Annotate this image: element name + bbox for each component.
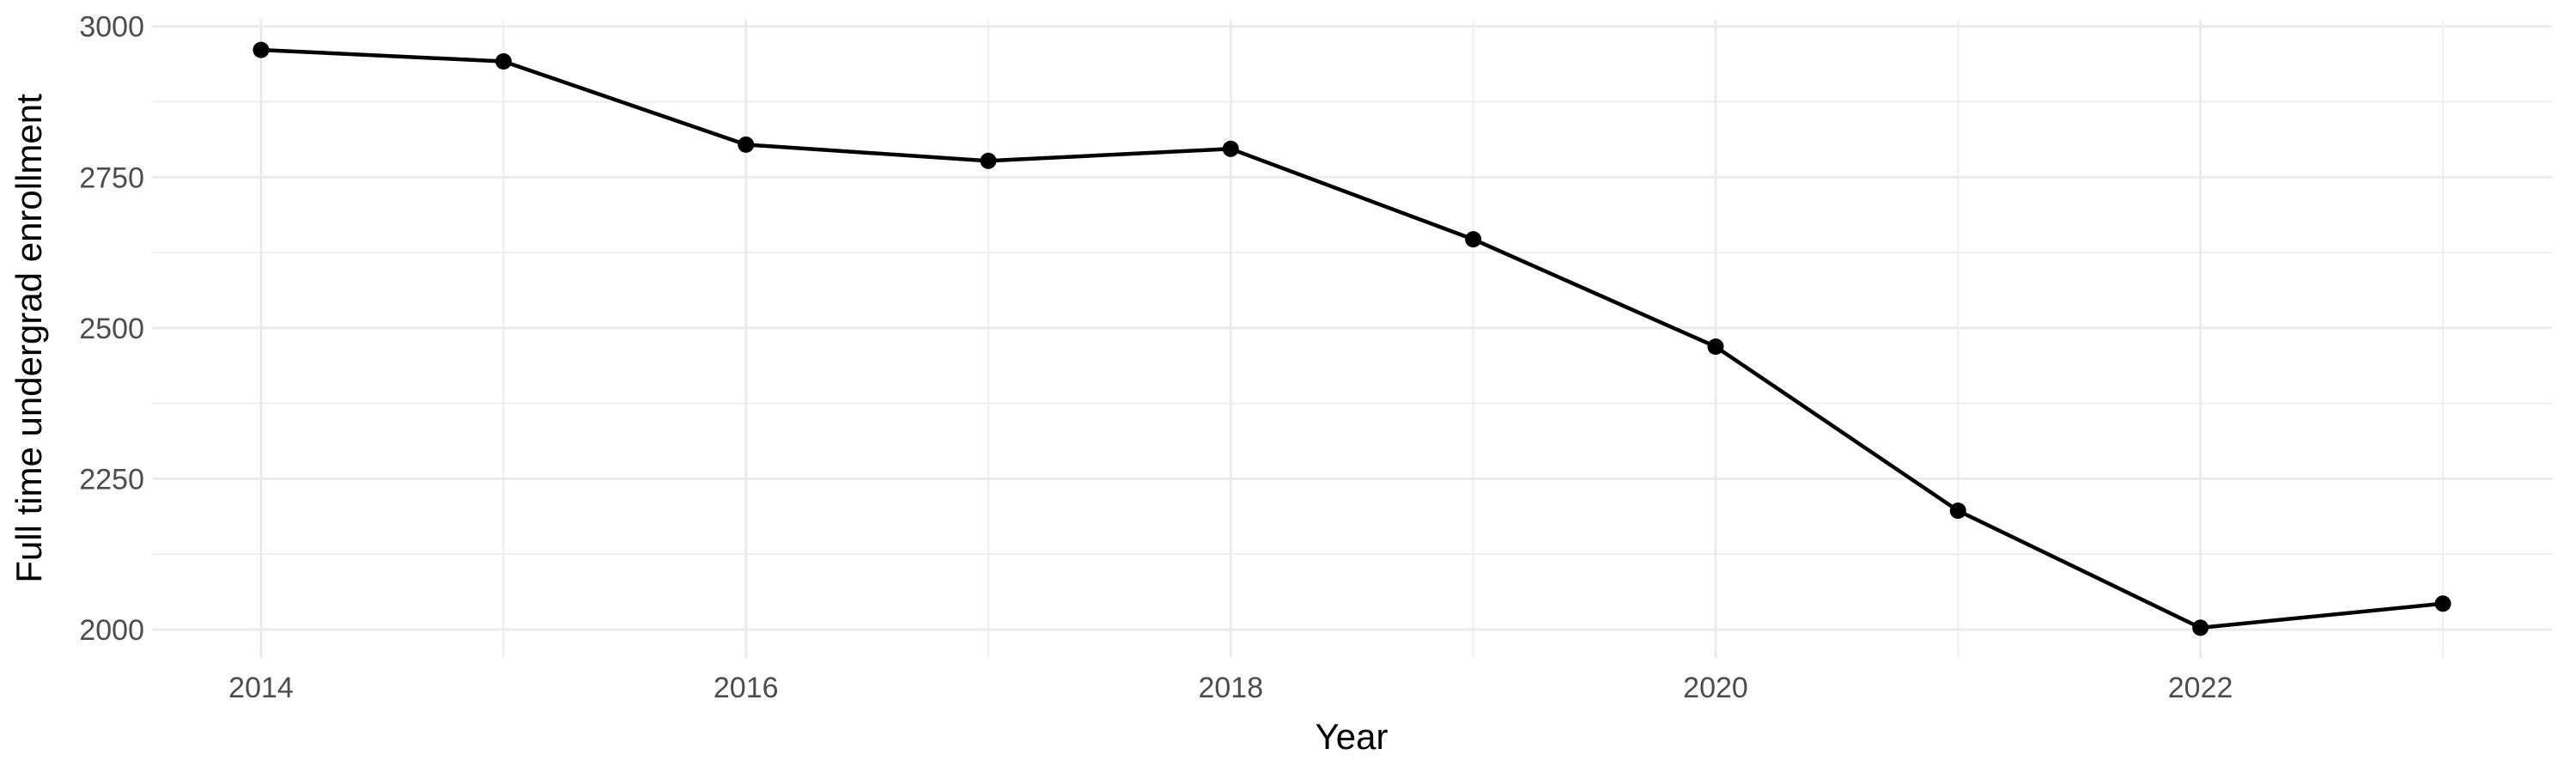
data-point — [1949, 502, 1966, 520]
data-point — [1222, 140, 1239, 157]
data-point — [495, 53, 512, 70]
data-point — [980, 152, 997, 169]
data-point — [1465, 231, 1482, 248]
x-axis-title: Year — [1315, 716, 1388, 757]
y-tick-label: 2500 — [79, 313, 144, 345]
data-point — [738, 136, 755, 153]
y-tick-label: 2000 — [79, 614, 144, 647]
data-point — [1707, 338, 1724, 356]
x-tick-label: 2016 — [714, 672, 779, 704]
x-tick-label: 2022 — [2168, 672, 2233, 704]
x-tick-label: 2020 — [1683, 672, 1748, 704]
data-point — [252, 41, 270, 58]
y-axis-title: Full time undergrad enrollment — [9, 94, 49, 583]
enrollment-data-points — [252, 41, 2451, 636]
gridlines-major — [152, 20, 2552, 658]
x-tick-label: 2018 — [1198, 672, 1263, 704]
y-axis-tick-labels: 2000 2250 2500 2750 3000 — [79, 11, 144, 647]
x-axis-tick-labels: 2014 2016 2018 2020 2022 — [228, 672, 2233, 704]
y-tick-label: 3000 — [79, 11, 144, 44]
y-tick-label: 2750 — [79, 161, 144, 194]
x-tick-label: 2014 — [228, 672, 294, 704]
gridlines-minor — [152, 20, 2552, 658]
y-tick-label: 2250 — [79, 463, 144, 496]
data-point — [2434, 595, 2451, 612]
enrollment-series-line — [260, 47, 2444, 630]
data-point — [2192, 619, 2209, 636]
